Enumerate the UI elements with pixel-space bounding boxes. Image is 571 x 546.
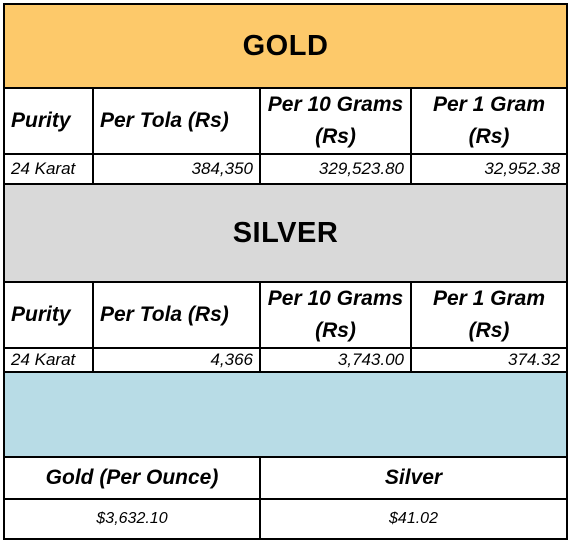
- gold-header-per-1-gram: Per 1 Gram (Rs): [409, 87, 569, 155]
- gold-per-10-grams: 329,523.80: [259, 153, 412, 185]
- silver-header-per-10-grams: Per 10 Grams (Rs): [259, 281, 412, 349]
- international-table: Gold (Per Ounce) Silver $3,632.10 $41.02: [3, 456, 568, 540]
- silver-ounce-header: Silver: [259, 456, 568, 500]
- silver-per-10-grams: 3,743.00: [259, 347, 412, 373]
- gold-header-purity: Purity: [3, 87, 94, 155]
- gold-row: 24 Karat 384,350 329,523.80 32,952.38: [3, 153, 569, 185]
- silver-purity: 24 Karat: [3, 347, 94, 373]
- silver-header-per-1-gram: Per 1 Gram (Rs): [409, 281, 569, 349]
- gold-title: GOLD: [2, 3, 569, 89]
- gold-header-per-10-grams: Per 10 Grams (Rs): [259, 87, 412, 155]
- gold-purity: 24 Karat: [3, 153, 94, 185]
- international-band: [2, 371, 569, 458]
- silver-ounce-value: $41.02: [259, 498, 568, 540]
- silver-per-tola: 4,366: [92, 347, 261, 373]
- gold-per-ounce-header: Gold (Per Ounce): [3, 456, 261, 500]
- gold-per-ounce-value: $3,632.10: [3, 498, 261, 540]
- gold-table: GOLD Purity Per Tola (Rs) Per 10 Grams (…: [2, 3, 569, 458]
- gold-per-1-gram: 32,952.38: [409, 153, 569, 185]
- gold-header-per-tola: Per Tola (Rs): [92, 87, 261, 155]
- silver-header-purity: Purity: [3, 281, 94, 349]
- silver-title: SILVER: [2, 183, 569, 283]
- silver-header-per-tola: Per Tola (Rs): [92, 281, 261, 349]
- rates-sheet: GOLD Purity Per Tola (Rs) Per 10 Grams (…: [2, 3, 569, 540]
- silver-per-1-gram: 374.32: [409, 347, 569, 373]
- gold-per-tola: 384,350: [92, 153, 261, 185]
- silver-row: 24 Karat 4,366 3,743.00 374.32: [3, 347, 569, 373]
